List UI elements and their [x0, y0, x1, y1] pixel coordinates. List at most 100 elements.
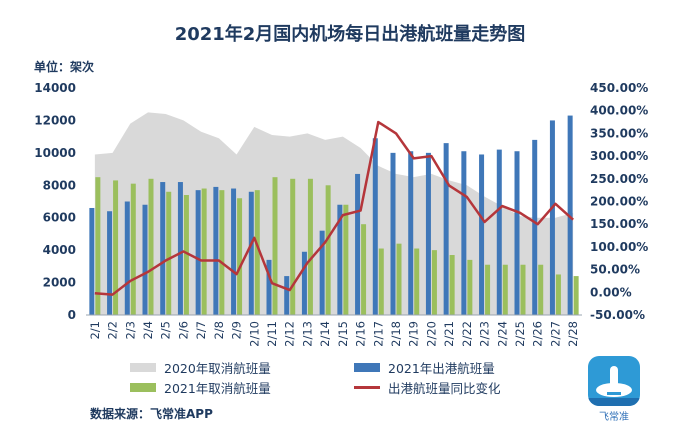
bar-departures-2021-16: [355, 173, 361, 315]
bar-departures-2021-27: [549, 120, 555, 315]
bar-cancelled-2021-1: [95, 177, 101, 315]
x-tick-2-17: 2/17: [371, 321, 385, 347]
x-tick-2-9: 2/9: [230, 321, 244, 340]
x-tick-2-26: 2/26: [531, 321, 545, 347]
airplane-icon: [588, 356, 640, 406]
y-left-tick-2000: 2000: [43, 276, 76, 290]
bar-cancelled-2021-6: [183, 195, 189, 315]
bar-departures-2021-5: [160, 182, 166, 315]
y-right-tick-5: 200.00%: [590, 195, 648, 209]
bar-departures-2021-25: [514, 151, 520, 315]
x-tick-2-18: 2/18: [389, 321, 403, 347]
bar-cancelled-2021-3: [130, 183, 136, 315]
bar-cancelled-2021-17: [378, 248, 384, 315]
y-left-tick-14000: 14000: [34, 81, 76, 95]
bar-cancelled-2021-12: [290, 178, 296, 315]
bar-departures-2021-19: [408, 151, 414, 315]
x-tick-2-10: 2/10: [247, 321, 261, 347]
bar-departures-2021-21: [443, 143, 449, 315]
x-tick-2-16: 2/16: [354, 321, 368, 347]
bar-cancelled-2021-27: [555, 274, 561, 315]
bar-cancelled-2021-25: [520, 264, 526, 315]
y-left-tick-6000: 6000: [43, 211, 76, 225]
y-right-tick-3: 100.00%: [590, 240, 648, 254]
bar-cancelled-2021-21: [449, 255, 455, 315]
bar-departures-2021-9: [231, 188, 237, 315]
bar-departures-2021-4: [142, 204, 148, 315]
y-right-tick-10: 450.00%: [590, 81, 648, 95]
x-tick-2-4: 2/4: [141, 321, 155, 340]
bar-departures-2021-23: [479, 154, 485, 315]
x-tick-2-12: 2/12: [283, 321, 297, 347]
x-tick-2-1: 2/1: [88, 321, 102, 340]
bar-departures-2021-2: [107, 211, 113, 315]
bar-departures-2021-6: [177, 182, 183, 315]
line-yoy-change: [94, 120, 574, 296]
bar-cancelled-2021-26: [538, 264, 544, 315]
x-tick-2-7: 2/7: [194, 321, 208, 340]
logo-text: 飞常准: [599, 412, 629, 423]
source-note: 数据来源：飞常准APP: [90, 407, 213, 421]
bar-cancelled-2021-18: [396, 243, 402, 315]
bar-cancelled-2021-5: [166, 191, 172, 315]
bar-departures-2021-10: [248, 191, 254, 315]
bar-cancelled-2021-4: [148, 178, 154, 315]
bar-departures-2021-14: [319, 230, 325, 315]
x-tick-2-5: 2/5: [159, 321, 173, 340]
y-left-tick-10000: 10000: [34, 146, 76, 160]
bar-cancelled-2021-11: [272, 177, 278, 315]
bar-departures-2021-1: [89, 207, 95, 315]
bar-cancelled-2021-19: [414, 248, 420, 315]
y-left-tick-0: 0: [68, 308, 76, 322]
x-tick-2-2: 2/2: [106, 321, 120, 340]
y-right-tick-2: 50.00%: [590, 263, 640, 277]
y-right-tick-4: 150.00%: [590, 217, 648, 231]
bar-cancelled-2021-23: [485, 264, 491, 315]
bar-cancelled-2021-9: [237, 198, 243, 315]
x-tick-2-13: 2/13: [300, 321, 314, 347]
x-tick-2-22: 2/22: [460, 321, 474, 347]
x-tick-2-24: 2/24: [495, 321, 509, 347]
x-tick-2-23: 2/23: [478, 321, 492, 347]
x-tick-2-6: 2/6: [176, 321, 190, 340]
bar-cancelled-2021-10: [254, 190, 260, 315]
y-right-tick-1: 0.00%: [590, 285, 632, 299]
x-tick-2-28: 2/28: [566, 321, 580, 347]
x-tick-2-27: 2/27: [548, 321, 562, 347]
x-tick-2-21: 2/21: [442, 321, 456, 347]
bar-cancelled-2021-2: [113, 180, 119, 315]
bar-departures-2021-3: [124, 201, 130, 315]
bar-departures-2021-22: [461, 151, 467, 315]
x-tick-2-19: 2/19: [407, 321, 421, 347]
bar-departures-2021-28: [567, 115, 573, 315]
bar-cancelled-2021-15: [343, 204, 349, 315]
chart-title: 2021年2月国内机场每日出港航班量走势图: [174, 24, 526, 45]
x-tick-2-3: 2/3: [123, 321, 137, 340]
bar-cancelled-2021-7: [201, 188, 207, 315]
bar-cancelled-2021-20: [431, 250, 437, 315]
y-left-tick-12000: 12000: [34, 113, 76, 127]
bar-departures-2021-13: [301, 251, 307, 315]
y-right-tick-8: 350.00%: [590, 126, 648, 140]
unit-label: 单位：架次: [34, 60, 95, 74]
y-right-tick-9: 400.00%: [590, 104, 648, 118]
y-left-tick-4000: 4000: [43, 243, 76, 257]
x-tick-2-15: 2/15: [336, 321, 350, 347]
bar-cancelled-2021-28: [573, 276, 579, 315]
bar-cancelled-2021-24: [502, 264, 508, 315]
bar-departures-2021-12: [284, 276, 290, 315]
x-tick-2-11: 2/11: [265, 321, 279, 347]
bar-departures-2021-26: [532, 139, 538, 315]
bar-cancelled-2021-14: [325, 185, 331, 315]
x-tick-2-20: 2/20: [424, 321, 438, 347]
bar-departures-2021-8: [213, 186, 219, 315]
bar-departures-2021-15: [337, 204, 343, 315]
bar-departures-2021-20: [425, 152, 431, 315]
bar-departures-2021-17: [372, 138, 378, 315]
bar-cancelled-2021-8: [219, 190, 225, 315]
y-right-tick-7: 300.00%: [590, 149, 648, 163]
bar-departures-2021-7: [195, 190, 201, 315]
y-right-tick-0: -50.00%: [590, 308, 645, 322]
bar-departures-2021-11: [266, 259, 272, 315]
